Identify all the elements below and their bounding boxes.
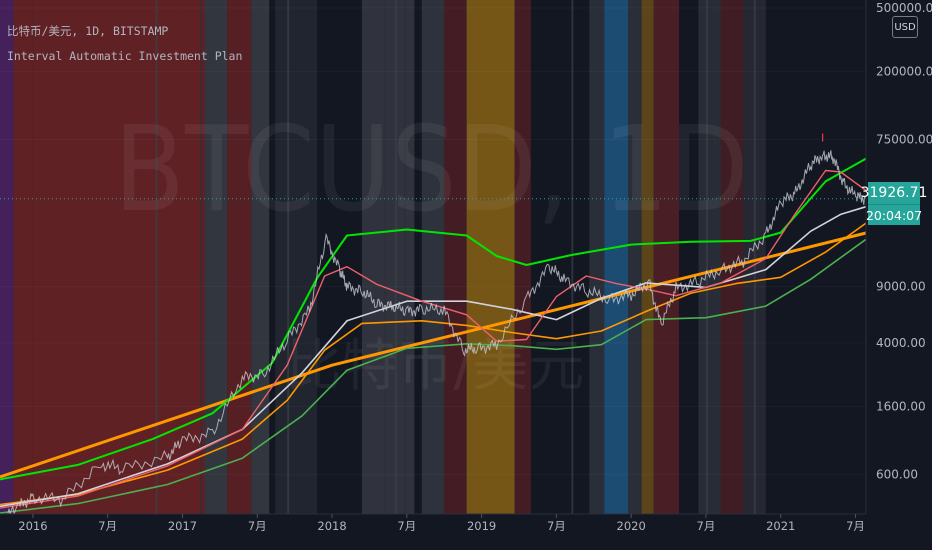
currency-button[interactable]: USD	[892, 16, 918, 38]
indicator-lines	[0, 133, 867, 527]
x-tick-label: 2021	[766, 519, 795, 533]
background-bands	[0, 0, 766, 514]
x-tick-label: 2020	[617, 519, 646, 533]
band-stripe	[713, 0, 716, 514]
band-stripe	[705, 0, 708, 514]
time-scale-bg	[0, 514, 932, 550]
x-tick-label: 2018	[317, 519, 346, 533]
band-rect	[698, 0, 721, 514]
symbol-legend[interactable]: 比特币/美元, 1D, BITSTAMP	[7, 24, 169, 38]
x-tick-label: 7月	[547, 519, 566, 533]
x-tick-label: 7月	[697, 519, 716, 533]
countdown-badge: 20:04:07	[866, 204, 922, 225]
y-tick-label: 4000.00	[876, 336, 926, 350]
band-rect	[182, 0, 205, 514]
x-tick-label: 7月	[98, 519, 117, 533]
band-rect	[251, 0, 270, 514]
series-orange-ma	[0, 222, 867, 506]
band-rect	[444, 0, 467, 514]
series-green-thin	[0, 238, 867, 514]
y-tick-label: 600.00	[876, 468, 918, 482]
band-stripe	[200, 0, 203, 514]
band-rect	[275, 0, 318, 514]
band-rect	[466, 0, 515, 514]
band-stripe	[403, 0, 406, 514]
last-price-badge: 31926.71	[861, 182, 927, 204]
series-orange-trend	[0, 231, 867, 479]
band-stripes	[155, 0, 756, 514]
band-stripe	[753, 0, 756, 514]
x-tick-label: 7月	[397, 519, 416, 533]
band-stripe	[287, 0, 290, 514]
x-tick-label: 2019	[467, 519, 496, 533]
band-rect	[13, 0, 33, 514]
indicator-legend[interactable]: Interval Automatic Investment Plan	[7, 49, 243, 63]
band-rect	[604, 0, 629, 514]
y-axis-labels: 500000.00 200000.00 75000.00 9000.00 4000.00…	[876, 1, 932, 482]
band-rect	[421, 0, 445, 514]
band-stripe	[394, 0, 397, 514]
y-tick-label: 500000.00	[876, 1, 932, 15]
y-tick-label: 9000.00	[876, 280, 926, 294]
x-tick-label: 7月	[846, 519, 865, 533]
band-rect	[720, 0, 744, 514]
band-rect	[204, 0, 228, 514]
watermark-name: 比特币/美元	[286, 334, 585, 399]
band-stripe	[571, 0, 574, 514]
price-scale-bg	[866, 0, 932, 550]
band-stripe	[155, 0, 158, 514]
band-stripe	[384, 0, 387, 514]
band-rect	[641, 0, 654, 514]
band-rect	[227, 0, 252, 514]
band-rect	[361, 0, 415, 514]
band-rect	[653, 0, 680, 514]
price-series	[0, 150, 867, 527]
y-tick-label: 75000.00	[876, 133, 932, 147]
y-tick-label: 1600.00	[876, 400, 926, 414]
band-rect	[589, 0, 605, 514]
series-red-ma	[0, 169, 867, 509]
band-rect	[514, 0, 531, 514]
watermark-symbol: BTCUSD, 1D	[114, 102, 749, 239]
x-tick-label: 7月	[248, 519, 267, 533]
x-tick-label: 2017	[168, 519, 197, 533]
band-rect	[628, 0, 642, 514]
series-green-band	[0, 157, 867, 481]
x-tick-label: 2016	[18, 519, 47, 533]
band-rect	[0, 0, 14, 514]
y-tick-label: 200000.00	[876, 64, 932, 78]
x-axis-labels: 2016 7月 2017 7月 2018 7月 2019 7月 2020 7月 2021 7月	[18, 514, 865, 533]
